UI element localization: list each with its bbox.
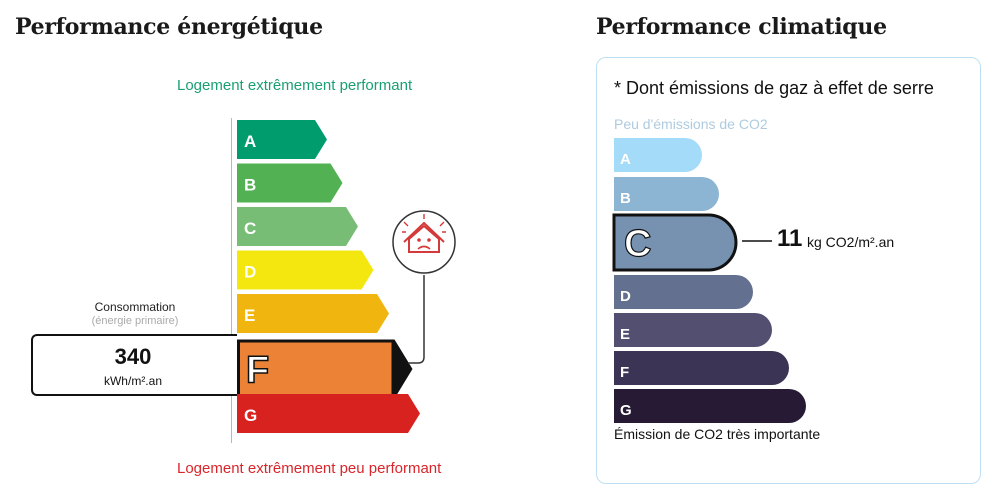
ges-unit: kg CO2/m².an [807, 234, 895, 250]
energy-bar [237, 394, 420, 433]
energy-class-d: D [237, 250, 374, 290]
energy-bar [237, 250, 374, 290]
ges-bar [612, 213, 738, 272]
energy-class-g: G [237, 394, 420, 433]
climate-panel [596, 57, 981, 484]
ges-class-c: C [612, 213, 738, 272]
consumption-label: Consommation [94, 300, 176, 314]
energy-class-a: A [237, 120, 327, 159]
consumption-sublabel: (énergie primaire) [91, 315, 179, 327]
energy-bar [240, 342, 392, 396]
consumption-unit: kWh/m².an [103, 374, 162, 388]
ges-bar-letter: D [620, 288, 631, 305]
ges-top-label: Peu d'émissions de CO2 [614, 116, 768, 132]
ges-bar-letter: A [620, 151, 631, 168]
ges-bar [614, 177, 719, 211]
ges-bar [614, 351, 789, 385]
ges-bar [614, 389, 806, 423]
energy-bar-letter: A [244, 132, 256, 151]
ges-bar-letter: E [620, 326, 630, 343]
energy-bar [237, 207, 358, 246]
energy-bar-letter: B [244, 176, 256, 195]
energy-bar [237, 294, 389, 333]
energy-divider [231, 118, 232, 443]
climate-title: Performance climatique [596, 14, 887, 40]
ges-bottom-label: Émission de CO2 très importante [614, 426, 821, 442]
ges-bar [614, 313, 772, 347]
ges-class-b: B [614, 177, 719, 211]
consumption-value: 340 [114, 344, 152, 369]
ges-bar [614, 275, 753, 309]
energy-bar-letter: G [244, 406, 257, 425]
ges-bar-letter: C [624, 223, 651, 265]
energy-bar-letter: F [246, 350, 269, 392]
ges-class-d: D [614, 275, 753, 309]
ges-bar-letter: B [620, 190, 631, 207]
ges-bar [614, 138, 702, 172]
energy-bar-letter: C [244, 219, 256, 238]
ges-class-g: G [614, 389, 806, 423]
sad-house-icon [392, 210, 456, 274]
ges-class-e: E [614, 313, 772, 347]
ges-value: 11 [777, 225, 803, 252]
energy-bar-letter: E [244, 306, 255, 325]
energy-class-b: B [237, 163, 343, 203]
energy-bottom-label: Logement extrêmement peu performant [177, 460, 442, 477]
ges-bar-letter: G [620, 402, 632, 419]
ges-bar-letter: F [620, 364, 629, 381]
energy-class-e: E [237, 294, 389, 333]
energy-title: Performance énergétique [15, 14, 323, 40]
energy-bar [237, 120, 327, 159]
energy-class-c: C [237, 207, 358, 246]
ges-note: * Dont émissions de gaz à effet de serre [614, 78, 934, 98]
energy-bar-letter: D [244, 263, 256, 282]
energy-top-label: Logement extrêmement performant [177, 77, 413, 94]
icon-connector [408, 275, 425, 364]
ges-class-f: F [614, 351, 789, 385]
consumption-box [31, 334, 237, 396]
energy-bar [237, 163, 343, 203]
energy-class-f: F [237, 339, 413, 399]
ges-class-a: A [614, 138, 702, 172]
